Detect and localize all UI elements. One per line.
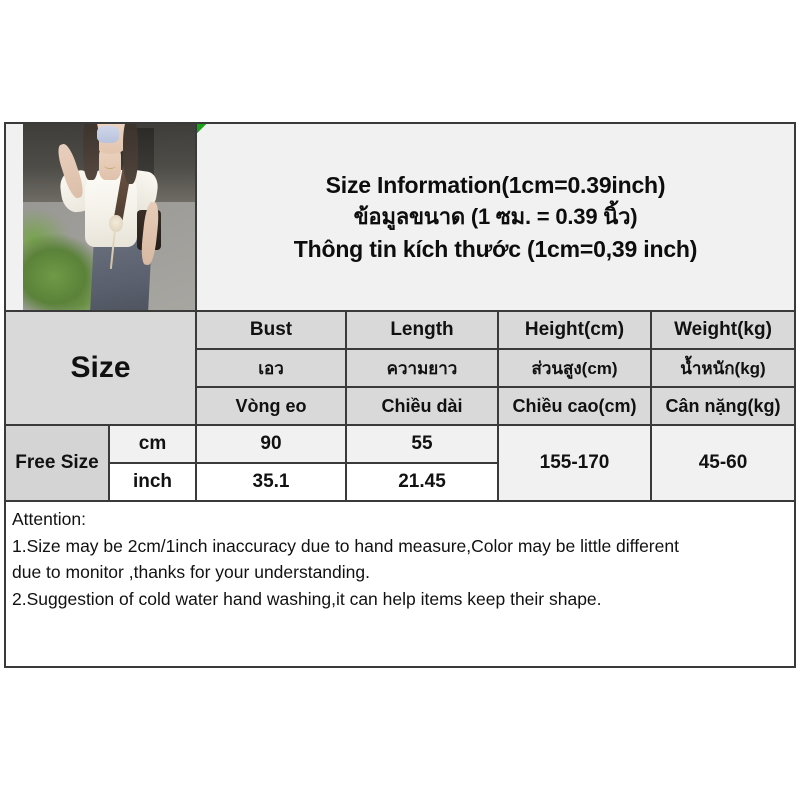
value-bust-inch: 35.1 (197, 464, 347, 502)
header-weight-th: น้ำหนัก(kg) (652, 350, 794, 388)
green-corner-marker (197, 124, 206, 133)
attention-block: Attention: 1.Size may be 2cm/1inch inacc… (6, 502, 794, 666)
title-vietnamese: Thông tin kích thước (1cm=0,39 inch) (293, 235, 698, 262)
column-header-stack: Bust Length Height(cm) Weight(kg) เอว คว… (197, 312, 794, 426)
photo-face-mask (96, 125, 120, 143)
header-bust-vi: Vòng eo (197, 388, 347, 426)
title-thai: ข้อมูลขนาด (1 ซม. = 0.39 นิ้ว) (353, 204, 638, 230)
header-weight-vi: Cân nặng(kg) (652, 388, 794, 426)
attention-line-3: 2.Suggestion of cold water hand washing,… (12, 588, 602, 609)
value-columns: 90 55 35.1 21.45 (197, 426, 499, 502)
value-height-range: 155-170 (499, 426, 652, 502)
header-length-th: ความยาว (347, 350, 499, 388)
measurements-table: Size Bust Length Height(cm) Weight(kg) เ… (6, 312, 794, 502)
value-length-inch: 21.45 (347, 464, 499, 502)
header-bust-th: เอว (197, 350, 347, 388)
table-row: Free Size cm inch 90 55 35.1 21.45 155-1… (6, 426, 794, 502)
header-height-th: ส่วนสูง(cm) (499, 350, 652, 388)
photo-bow-detail (109, 215, 123, 232)
value-length-cm: 55 (347, 426, 499, 464)
photo-necklace (103, 161, 116, 169)
product-photo (23, 124, 195, 310)
header-bust-en: Bust (197, 312, 347, 350)
attention-line-2: due to monitor ,thanks for your understa… (12, 562, 370, 583)
header-height-vi: Chiều cao(cm) (499, 388, 652, 426)
header-row-vietnamese: Vòng eo Chiều dài Chiều cao(cm) Cân nặng… (197, 388, 794, 426)
title-english: Size Information(1cm=0.39inch) (325, 171, 666, 198)
header-row-thai: เอว ความยาว ส่วนสูง(cm) น้ำหนัก(kg) (197, 350, 794, 388)
value-row-cm: 90 55 (197, 426, 499, 464)
row-size-label: Free Size (6, 426, 110, 502)
attention-line-1: 1.Size may be 2cm/1inch inaccuracy due t… (12, 535, 679, 556)
header-length-en: Length (347, 312, 499, 350)
header-length-vi: Chiều dài (347, 388, 499, 426)
table-header-group: Size Bust Length Height(cm) Weight(kg) เ… (6, 312, 794, 426)
size-chart-frame: Size Information(1cm=0.39inch) ข้อมูลขนา… (4, 122, 796, 668)
header-row-english: Bust Length Height(cm) Weight(kg) (197, 312, 794, 350)
size-header-cell: Size (6, 312, 197, 426)
value-bust-cm: 90 (197, 426, 347, 464)
photo-hair-right (122, 124, 139, 184)
value-weight-range: 45-60 (652, 426, 794, 502)
header-weight-en: Weight(kg) (652, 312, 794, 350)
unit-cm: cm (110, 426, 197, 464)
product-photo-cell (6, 124, 197, 310)
header-height-en: Height(cm) (499, 312, 652, 350)
chart-header-band: Size Information(1cm=0.39inch) ข้อมูลขนา… (6, 124, 794, 312)
unit-inch: inch (110, 464, 197, 502)
unit-column: cm inch (110, 426, 197, 502)
photo-hair-left (83, 124, 99, 180)
value-row-inch: 35.1 21.45 (197, 464, 499, 502)
title-cell: Size Information(1cm=0.39inch) ข้อมูลขนา… (197, 124, 794, 310)
attention-heading: Attention: (12, 509, 86, 529)
